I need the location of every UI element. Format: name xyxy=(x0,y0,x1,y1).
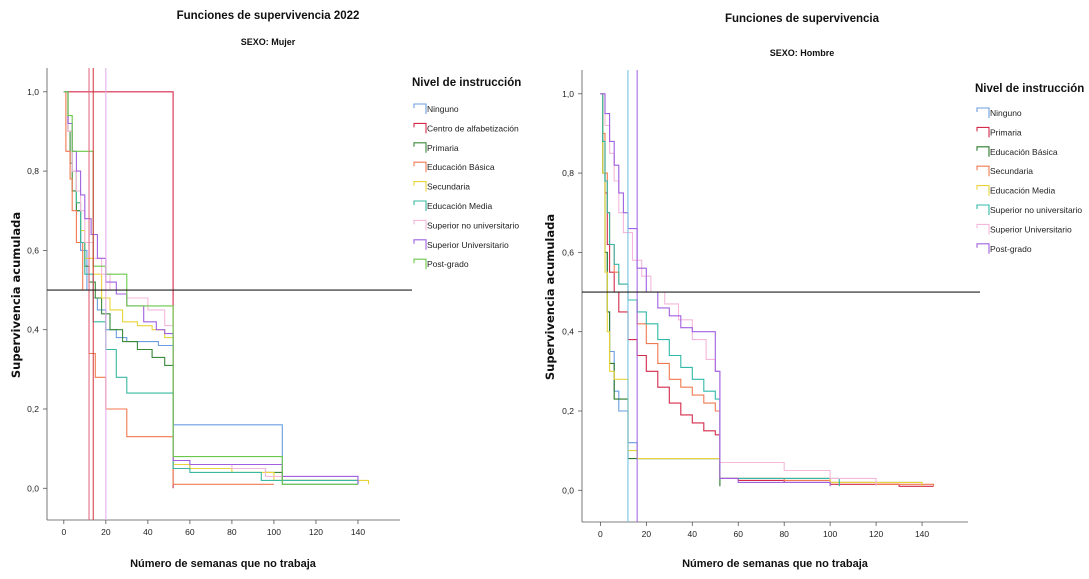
series-line-7 xyxy=(63,91,359,485)
series-line-9 xyxy=(63,91,358,485)
chart-title: Funciones de supervivencia 2022 xyxy=(177,10,360,22)
series-line-3 xyxy=(63,91,359,485)
x-tick-label: 120 xyxy=(309,527,323,537)
legend-entry: Educación Media xyxy=(427,201,492,211)
series-line-1 xyxy=(600,93,923,487)
legend-entry: Superior no universitario xyxy=(990,205,1082,215)
series-line-8 xyxy=(600,93,831,487)
legend-entry: Superior Universitario xyxy=(990,224,1072,234)
legend-swatch xyxy=(413,103,427,114)
legend-swatch xyxy=(976,146,990,157)
legend-entry: Ninguno xyxy=(427,104,459,114)
x-tick-label: 20 xyxy=(101,527,111,537)
x-tick-label: 80 xyxy=(227,527,237,537)
y-tick-label: 0,0 xyxy=(562,485,574,495)
x-tick-label: 100 xyxy=(823,529,837,539)
legend-swatch xyxy=(413,258,427,270)
chart-title: Funciones de supervivencia xyxy=(725,13,880,25)
legend-entry: Secundaria xyxy=(427,182,470,192)
legend-entry: Educación Básica xyxy=(427,162,495,172)
series-line-8 xyxy=(63,91,359,485)
legend-swatch xyxy=(413,219,427,231)
x-tick-label: 140 xyxy=(915,529,929,539)
series-line-5 xyxy=(600,93,923,487)
chart-mujer: Funciones de supervivencia 2022 SEXO: Muj… xyxy=(9,10,521,570)
y-axis-label: Supervivencia acumulada xyxy=(9,212,23,378)
y-tick-label: 0,8 xyxy=(562,168,574,178)
legend-swatch xyxy=(976,223,990,235)
series-line-6 xyxy=(600,93,840,487)
y-tick-label: 0,4 xyxy=(27,325,39,335)
x-tick-label: 40 xyxy=(143,527,153,537)
y-tick-label: 0,2 xyxy=(562,406,574,416)
chart-subtitle: SEXO: Mujer xyxy=(241,37,296,47)
x-tick-label: 40 xyxy=(688,529,698,539)
legend-swatch xyxy=(413,200,427,211)
legend-entry: Post-grado xyxy=(990,244,1032,254)
y-tick-label: 0,4 xyxy=(562,327,574,337)
y-tick-label: 0,6 xyxy=(562,247,574,257)
legend-entry: Superior Universitario xyxy=(427,240,509,250)
x-tick-label: 20 xyxy=(642,529,652,539)
x-tick-label: 0 xyxy=(598,529,603,539)
y-axis-label: Supervivencia acumulada xyxy=(543,214,557,380)
legend-swatch xyxy=(976,204,990,215)
y-tick-label: 1,0 xyxy=(27,87,39,97)
legend-swatch xyxy=(976,107,990,118)
y-tick-label: 1,0 xyxy=(562,89,574,99)
x-tick-label: 60 xyxy=(185,527,195,537)
legend-swatch xyxy=(413,161,427,173)
series-line-3 xyxy=(600,93,721,487)
legend-entry: Centro de alfabetización xyxy=(427,123,519,133)
series-line-7 xyxy=(600,93,877,487)
legend-entry: Secundaria xyxy=(990,166,1033,176)
x-tick-label: 0 xyxy=(61,527,66,537)
legend-swatch xyxy=(976,185,990,196)
x-axis-label: Número de semanas que no trabaja xyxy=(130,558,317,570)
legend-entry: Post-grado xyxy=(427,259,469,269)
legend-entry: Superior no universitario xyxy=(427,220,519,230)
legend-title: Nivel de instrucción xyxy=(412,77,521,89)
x-tick-label: 60 xyxy=(734,529,744,539)
legend-swatch xyxy=(413,181,427,192)
y-tick-label: 0,0 xyxy=(27,483,39,493)
x-tick-label: 100 xyxy=(267,527,281,537)
x-tick-label: 80 xyxy=(779,529,789,539)
x-tick-label: 140 xyxy=(351,527,365,537)
legend-swatch xyxy=(413,142,427,153)
x-axis-label: Número de semanas que no trabaja xyxy=(682,558,869,570)
x-tick-label: 120 xyxy=(869,529,883,539)
legend-entry: Primaria xyxy=(427,143,459,153)
legend-swatch xyxy=(413,122,427,134)
y-tick-label: 0,2 xyxy=(27,404,39,414)
legend-entry: Primaria xyxy=(990,127,1022,137)
chart-subtitle: SEXO: Hombre xyxy=(770,48,835,58)
series-line-1 xyxy=(63,91,358,485)
legend-title: Nivel de instrucción xyxy=(975,83,1084,95)
y-tick-label: 0,6 xyxy=(27,245,39,255)
legend-swatch xyxy=(976,126,990,138)
legend-swatch xyxy=(976,243,990,254)
legend-entry: Educación Media xyxy=(990,186,1055,196)
chart-hombre: Funciones de supervivencia SEXO: Hombre 0 2… xyxy=(543,13,1084,570)
legend-entry: Educación Básica xyxy=(990,147,1058,157)
legend-swatch xyxy=(413,239,427,250)
legend-entry: Ninguno xyxy=(990,108,1022,118)
legend-swatch xyxy=(976,165,990,177)
y-tick-label: 0,8 xyxy=(27,166,39,176)
series-line-6 xyxy=(63,91,359,485)
